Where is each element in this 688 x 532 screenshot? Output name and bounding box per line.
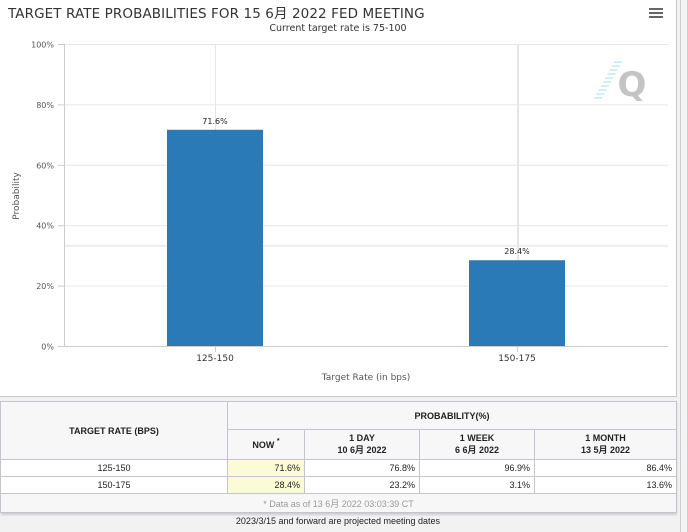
x-category-label: 150-175 [498,354,536,364]
data-label: 71.6% [202,117,228,126]
now-asterisk: * [276,437,280,445]
cell-rate: 150-175 [0,476,228,494]
cell-now: 71.6% [227,459,305,477]
watermark-logo-icon: Q [594,61,647,105]
chart-subtitle: Current target rate is 75-100 [269,23,407,34]
probability-table: TARGET RATE (BPS) PROBABILITY(%) NOW * 1… [0,401,677,513]
y-tick-label: 0% [41,343,54,352]
bars: 71.6% 28.4% [167,117,565,346]
cell-1-week: 3.1% [419,476,535,494]
header-now: NOW * [227,429,305,460]
header-1-week: 1 WEEK 6 6月 2022 [419,429,535,460]
y-tick-label: 80% [36,101,54,110]
x-axis-title: Target Rate (in bps) [321,373,410,383]
cell-1-month: 13.6% [534,476,677,494]
y-axis-ticks: 0% 20% 40% 60% 80% 100% [31,41,64,352]
header-1-day-date: 10 6月 2022 [337,445,387,455]
watermark-q: Q [618,65,647,105]
projected-dates-note: 2023/3/15 and forward are projected meet… [235,516,441,526]
scrollbar-track[interactable] [680,0,688,532]
chart-panel: TARGET RATE PROBABILITIES FOR 15 6月 2022… [0,0,677,397]
header-1-day: 1 DAY 10 6月 2022 [304,429,420,460]
y-tick-label: 20% [36,282,54,291]
header-1-week-label: 1 WEEK [459,433,495,443]
bar-150-175 [469,260,565,346]
header-1-month: 1 MONTH 13 5月 2022 [534,429,677,460]
bar-chart: Q 0%20%40%60%80%100% 71.6%28.4% 125-150 1… [12,41,668,383]
data-label: 28.4% [504,247,530,256]
header-now-label: NOW [252,439,275,450]
y-tick-label: 40% [36,222,54,231]
cell-1-month: 86.4% [534,459,677,477]
header-1-month-label: 1 MONTH [585,433,626,443]
header-target-rate: TARGET RATE (BPS) [0,401,228,460]
grid-lines [64,44,668,347]
probability-table-wrap: TARGET RATE (BPS) PROBABILITY(%) NOW * 1… [0,401,677,513]
chart-title: TARGET RATE PROBABILITIES FOR 15 6月 2022… [8,6,425,22]
y-tick-label: 100% [31,41,54,50]
x-category-label: 125-150 [196,354,234,364]
hamburger-menu-icon[interactable] [648,6,664,22]
y-tick-label: 60% [36,161,54,170]
bar-125-150 [167,129,263,346]
table-row: 150-175 28.4% 23.2% 3.1% 13.6% [0,476,677,494]
header-1-week-date: 6 6月 2022 [454,445,500,455]
y-axis-title: Probability [12,172,22,220]
header-probability: PROBABILITY(%) [227,401,677,430]
header-1-month-date: 13 5月 2022 [580,445,631,455]
cell-1-day: 23.2% [304,476,420,494]
header-1-day-label: 1 DAY [349,433,375,443]
cell-rate: 125-150 [0,459,228,477]
table-row: 125-150 71.6% 76.8% 96.9% 86.4% [0,459,677,477]
x-axis-categories: 125-150 150-175 [196,346,536,364]
cell-1-week: 96.9% [419,459,535,477]
data-timestamp-footnote: * Data as of 13 6月 2022 03:03:39 CT [0,493,677,513]
cell-now: 28.4% [227,476,305,494]
cell-1-day: 76.8% [304,459,420,477]
